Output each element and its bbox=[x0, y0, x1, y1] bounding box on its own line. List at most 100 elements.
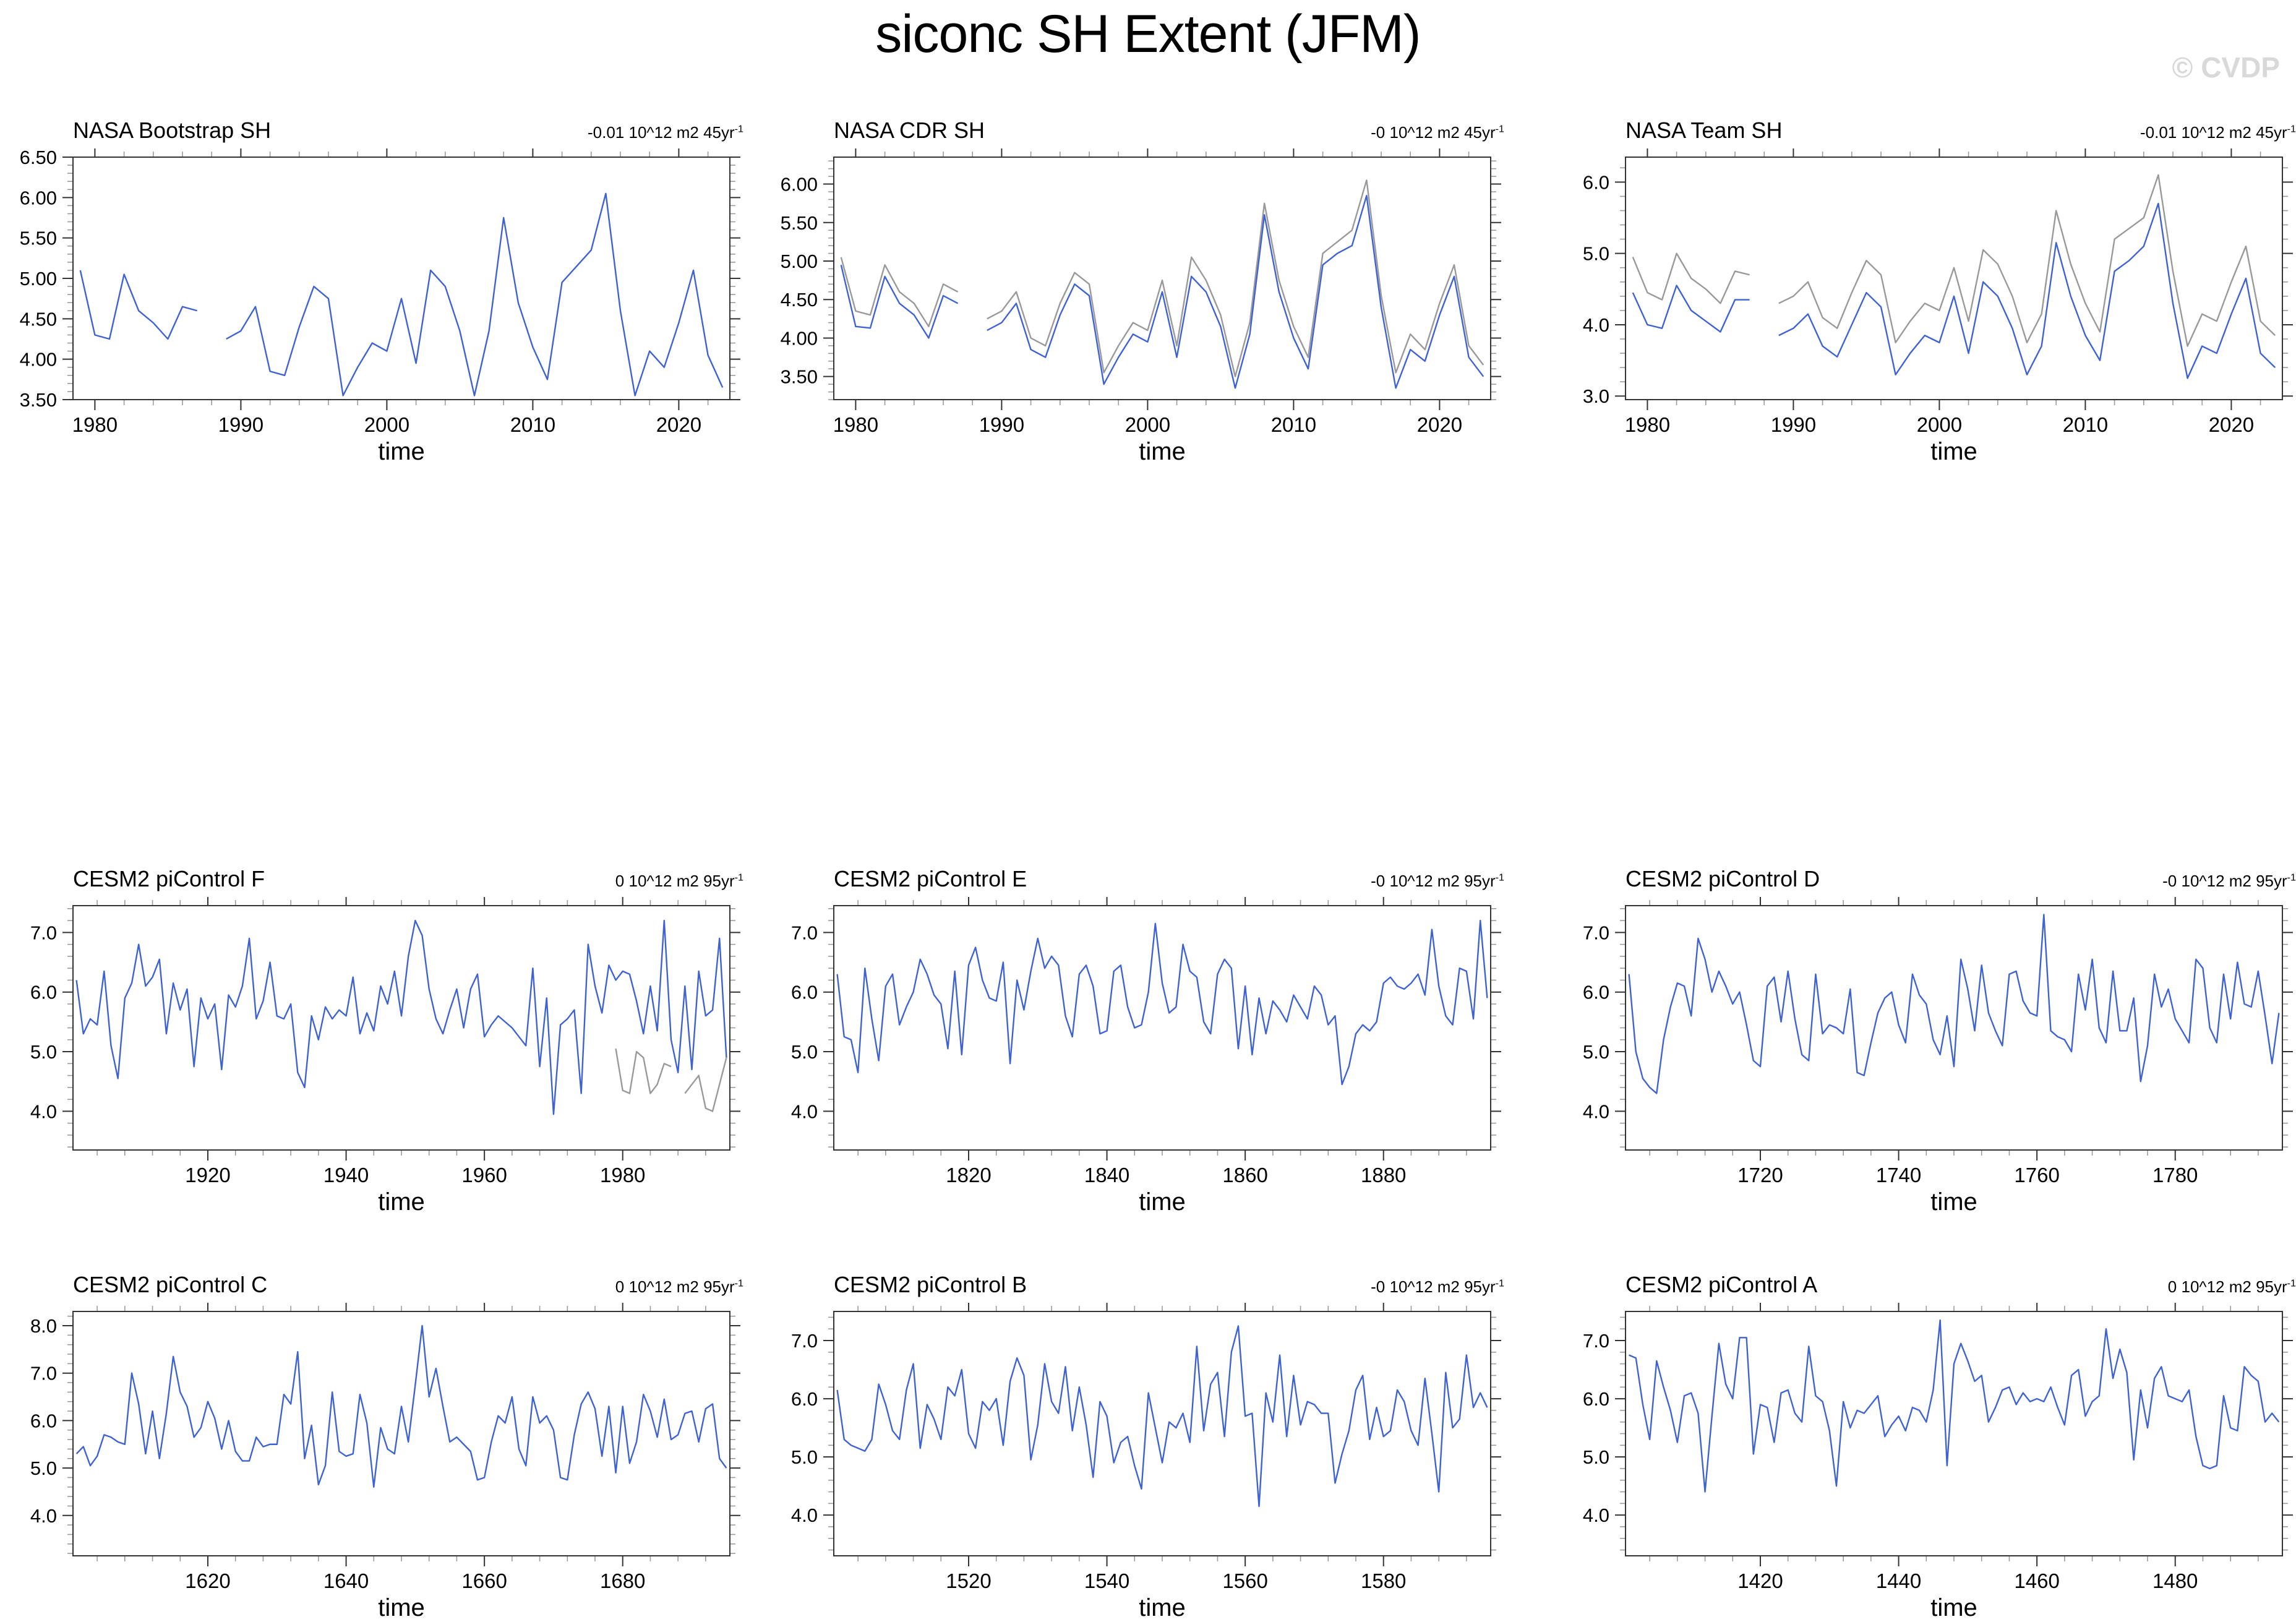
svg-text:2000: 2000 bbox=[364, 413, 409, 436]
cvdp-watermark: © CVDP bbox=[2172, 51, 2280, 84]
panel-title: NASA CDR SH bbox=[834, 118, 985, 143]
svg-text:1740: 1740 bbox=[1876, 1164, 1921, 1186]
svg-text:1980: 1980 bbox=[600, 1164, 645, 1186]
series-line bbox=[75, 919, 727, 1115]
plot-area: 1980 1990 2000 2010 2020 6.0 5.0 4.0 3.0 bbox=[1583, 148, 2293, 436]
svg-text:4.00: 4.00 bbox=[20, 349, 57, 371]
svg-text:4.0: 4.0 bbox=[1583, 314, 1609, 336]
svg-text:7.0: 7.0 bbox=[791, 1330, 818, 1352]
svg-text:1560: 1560 bbox=[1222, 1569, 1267, 1592]
svg-text:7.0: 7.0 bbox=[30, 922, 57, 943]
svg-text:5.0: 5.0 bbox=[1583, 1446, 1609, 1468]
series-line bbox=[684, 1057, 727, 1112]
svg-text:2020: 2020 bbox=[656, 413, 701, 436]
panel-title: NASA Team SH bbox=[1626, 118, 1783, 143]
svg-text:1980: 1980 bbox=[1625, 413, 1670, 436]
page-title: siconc SH Extent (JFM) bbox=[875, 4, 1421, 64]
svg-text:1960: 1960 bbox=[461, 1164, 507, 1186]
svg-text:5.0: 5.0 bbox=[30, 1041, 57, 1063]
panel-title: NASA Bootstrap SH bbox=[73, 118, 272, 143]
svg-text:4.0: 4.0 bbox=[1583, 1504, 1609, 1526]
svg-text:5.00: 5.00 bbox=[781, 251, 818, 272]
x-axis-title: time bbox=[1139, 1188, 1186, 1216]
trend-annotation: 0 10^12 m2 95yr-1 bbox=[615, 872, 743, 890]
svg-text:1420: 1420 bbox=[1737, 1569, 1783, 1592]
svg-text:1520: 1520 bbox=[946, 1569, 991, 1592]
svg-text:5.0: 5.0 bbox=[791, 1041, 818, 1063]
svg-text:1580: 1580 bbox=[1361, 1569, 1406, 1592]
trend-annotation: -0 10^12 m2 95yr-1 bbox=[1371, 872, 1504, 890]
panel-title: CESM2 piControl F bbox=[73, 866, 265, 891]
svg-text:1990: 1990 bbox=[979, 413, 1024, 436]
series-line bbox=[840, 264, 959, 339]
panel-title: CESM2 piControl C bbox=[73, 1272, 268, 1297]
panel-cesm2-picontrol-b: CESM2 piControl B -0 10^12 m2 95yr-1 152… bbox=[761, 1272, 1504, 1622]
svg-text:5.0: 5.0 bbox=[791, 1446, 818, 1468]
svg-text:1780: 1780 bbox=[2152, 1164, 2198, 1186]
panel-cesm2-picontrol-d: CESM2 piControl D -0 10^12 m2 95yr-1 172… bbox=[1553, 866, 2296, 1216]
svg-text:3.50: 3.50 bbox=[781, 366, 818, 388]
series-line bbox=[987, 195, 1484, 389]
svg-text:6.50: 6.50 bbox=[20, 148, 57, 168]
svg-text:1540: 1540 bbox=[1084, 1569, 1129, 1592]
svg-text:6.0: 6.0 bbox=[1583, 1388, 1609, 1410]
svg-text:6.0: 6.0 bbox=[1583, 982, 1609, 1003]
panel-cesm2-picontrol-e: CESM2 piControl E -0 10^12 m2 95yr-1 182… bbox=[761, 866, 1504, 1216]
series-line bbox=[840, 257, 959, 327]
x-axis-title: time bbox=[378, 438, 425, 465]
svg-text:5.00: 5.00 bbox=[20, 268, 57, 290]
trend-annotation: -0.01 10^12 m2 45yr-1 bbox=[588, 123, 743, 142]
svg-text:7.0: 7.0 bbox=[791, 922, 818, 943]
svg-text:5.50: 5.50 bbox=[20, 228, 57, 249]
svg-text:1760: 1760 bbox=[2014, 1164, 2059, 1186]
svg-text:1680: 1680 bbox=[600, 1569, 645, 1592]
panel-cesm2-picontrol-a: CESM2 piControl A 0 10^12 m2 95yr-1 1420… bbox=[1553, 1272, 2296, 1622]
plot-area: 1980 1990 2000 2010 2020 6.50 6.00 5.50 5.00 4.50… bbox=[20, 148, 740, 436]
x-axis-title: time bbox=[1930, 1188, 1977, 1216]
series-line bbox=[1632, 252, 1750, 304]
x-axis-title: time bbox=[1930, 1594, 1977, 1621]
svg-text:2020: 2020 bbox=[2209, 413, 2254, 436]
svg-text:4.0: 4.0 bbox=[791, 1504, 818, 1526]
svg-text:3.0: 3.0 bbox=[1583, 385, 1609, 407]
trend-annotation: -0 10^12 m2 95yr-1 bbox=[2162, 872, 2296, 890]
trend-annotation: 0 10^12 m2 95yr-1 bbox=[2167, 1277, 2296, 1296]
panel-cesm2-picontrol-f: CESM2 piControl F 0 10^12 m2 95yr-1 1920… bbox=[0, 866, 743, 1216]
plot-area: 1520 1540 1560 1580 7.0 6.0 5.0 4.0 bbox=[791, 1303, 1501, 1592]
svg-text:4.0: 4.0 bbox=[30, 1505, 57, 1527]
panel-nasa-team-sh: NASA Team SH -0.01 10^12 m2 45yr-1 1980 1… bbox=[1553, 118, 2296, 466]
trend-annotation: 0 10^12 m2 95yr-1 bbox=[615, 1277, 743, 1296]
series-line bbox=[1778, 202, 2276, 379]
svg-text:1880: 1880 bbox=[1361, 1164, 1406, 1186]
svg-text:5.0: 5.0 bbox=[1583, 1041, 1609, 1063]
svg-text:4.0: 4.0 bbox=[1583, 1101, 1609, 1122]
svg-text:1660: 1660 bbox=[461, 1569, 507, 1592]
plot-area: 1720 1740 1760 1780 7.0 6.0 5.0 4.0 bbox=[1583, 897, 2293, 1186]
svg-text:1990: 1990 bbox=[218, 413, 263, 436]
svg-text:7.0: 7.0 bbox=[30, 1363, 57, 1384]
svg-text:5.50: 5.50 bbox=[781, 212, 818, 234]
x-axis-title: time bbox=[1139, 438, 1186, 465]
svg-text:6.0: 6.0 bbox=[791, 1388, 818, 1410]
svg-text:1980: 1980 bbox=[72, 413, 118, 436]
plot-area: 1980 1990 2000 2010 2020 6.00 5.50 5.00 4.50 4.00… bbox=[781, 148, 1501, 436]
plot-area: 1420 1440 1460 1480 7.0 6.0 5.0 4.0 bbox=[1583, 1303, 2293, 1592]
trend-annotation: -0.01 10^12 m2 45yr-1 bbox=[2140, 123, 2296, 142]
svg-text:1860: 1860 bbox=[1222, 1164, 1267, 1186]
svg-text:1640: 1640 bbox=[323, 1569, 369, 1592]
series-line bbox=[1628, 914, 2280, 1094]
series-line bbox=[836, 1325, 1488, 1508]
series-line bbox=[615, 1049, 672, 1094]
series-line bbox=[75, 1324, 727, 1488]
panel-title: CESM2 piControl D bbox=[1626, 866, 1820, 891]
svg-text:1480: 1480 bbox=[2152, 1569, 2198, 1592]
panel-title: CESM2 piControl E bbox=[834, 866, 1027, 891]
x-axis-title: time bbox=[378, 1188, 425, 1216]
panel-title: CESM2 piControl A bbox=[1626, 1272, 1818, 1297]
svg-text:8.0: 8.0 bbox=[30, 1315, 57, 1337]
trend-annotation: -0 10^12 m2 95yr-1 bbox=[1371, 1277, 1504, 1296]
svg-text:1720: 1720 bbox=[1737, 1164, 1783, 1186]
svg-text:4.00: 4.00 bbox=[781, 327, 818, 349]
svg-text:4.0: 4.0 bbox=[791, 1101, 818, 1122]
svg-text:6.0: 6.0 bbox=[1583, 171, 1609, 193]
